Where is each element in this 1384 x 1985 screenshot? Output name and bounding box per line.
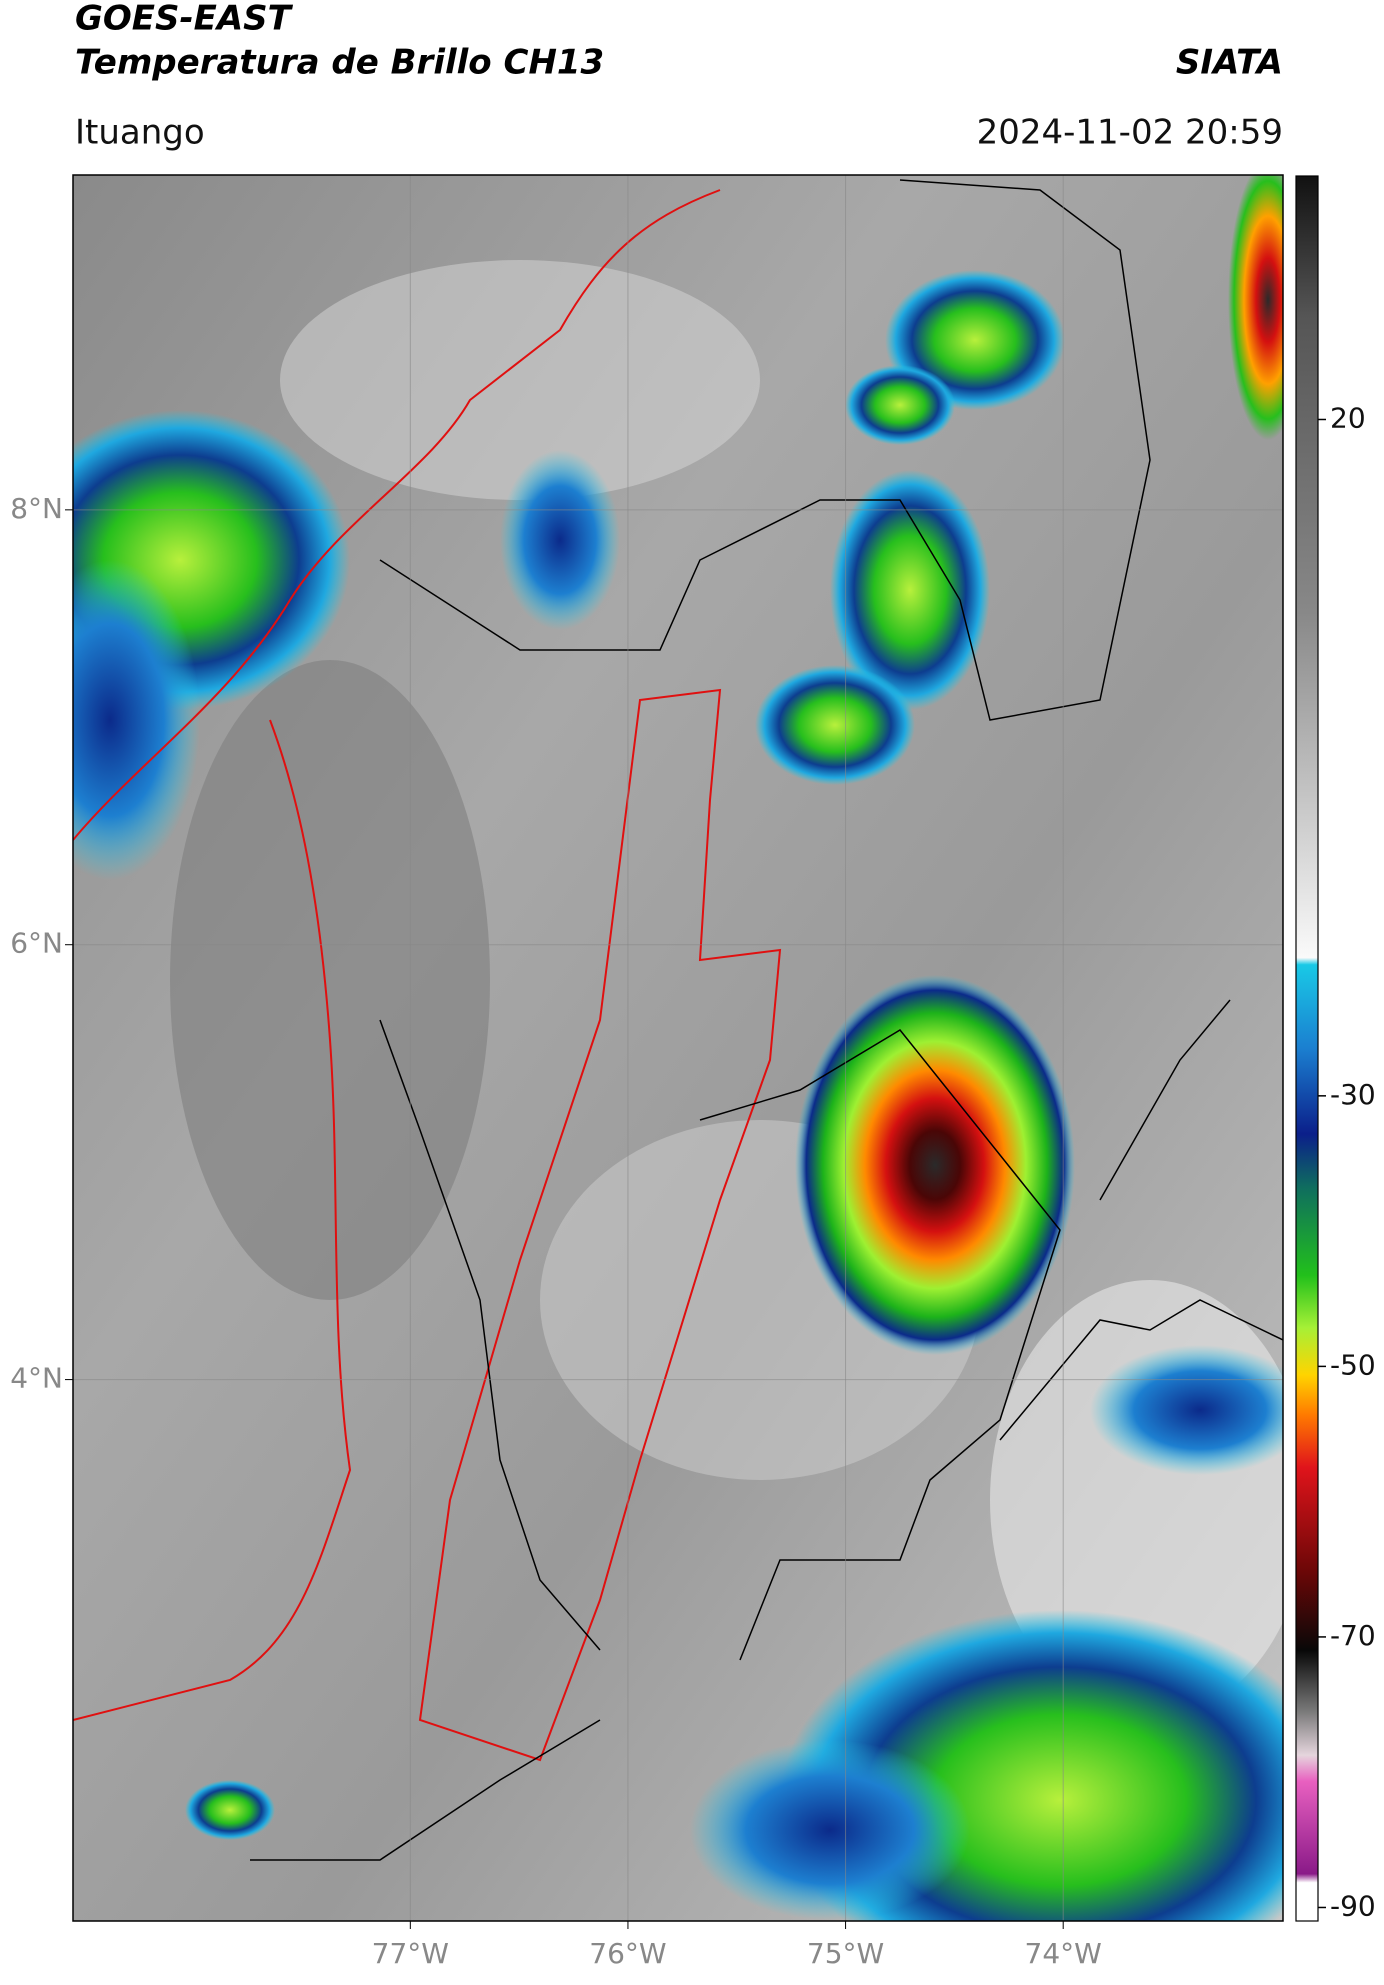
x-tick-label: 77°W — [372, 1937, 449, 1970]
subtitle: Temperatura de Brillo CH13 — [75, 43, 604, 83]
title: GOES-EAST — [75, 0, 294, 39]
colorbar-tick-label: -30 — [1330, 1078, 1376, 1111]
colorbar-tick-label: 20 — [1330, 401, 1366, 434]
x-tick-label: 76°W — [589, 1937, 666, 1970]
x-tick-label: 75°W — [807, 1937, 884, 1970]
y-tick-label: 4°N — [10, 1362, 63, 1395]
location: Ituango — [75, 113, 205, 153]
colorbar-tick-label: -70 — [1330, 1619, 1376, 1652]
brand: SIATA — [1176, 43, 1283, 83]
map-image — [73, 175, 1283, 1921]
y-tick-label: 8°N — [10, 492, 63, 525]
colorbar — [1295, 175, 1319, 1922]
y-tick-label: 6°N — [10, 927, 63, 960]
colorbar-tick-label: -90 — [1330, 1889, 1376, 1922]
datetime: 2024-11-02 20:59 — [977, 113, 1283, 153]
grid — [73, 175, 1283, 1921]
colorbar-tick-label: -50 — [1330, 1348, 1376, 1381]
map-frame — [72, 174, 1284, 1922]
x-tick-label: 74°W — [1025, 1937, 1102, 1970]
